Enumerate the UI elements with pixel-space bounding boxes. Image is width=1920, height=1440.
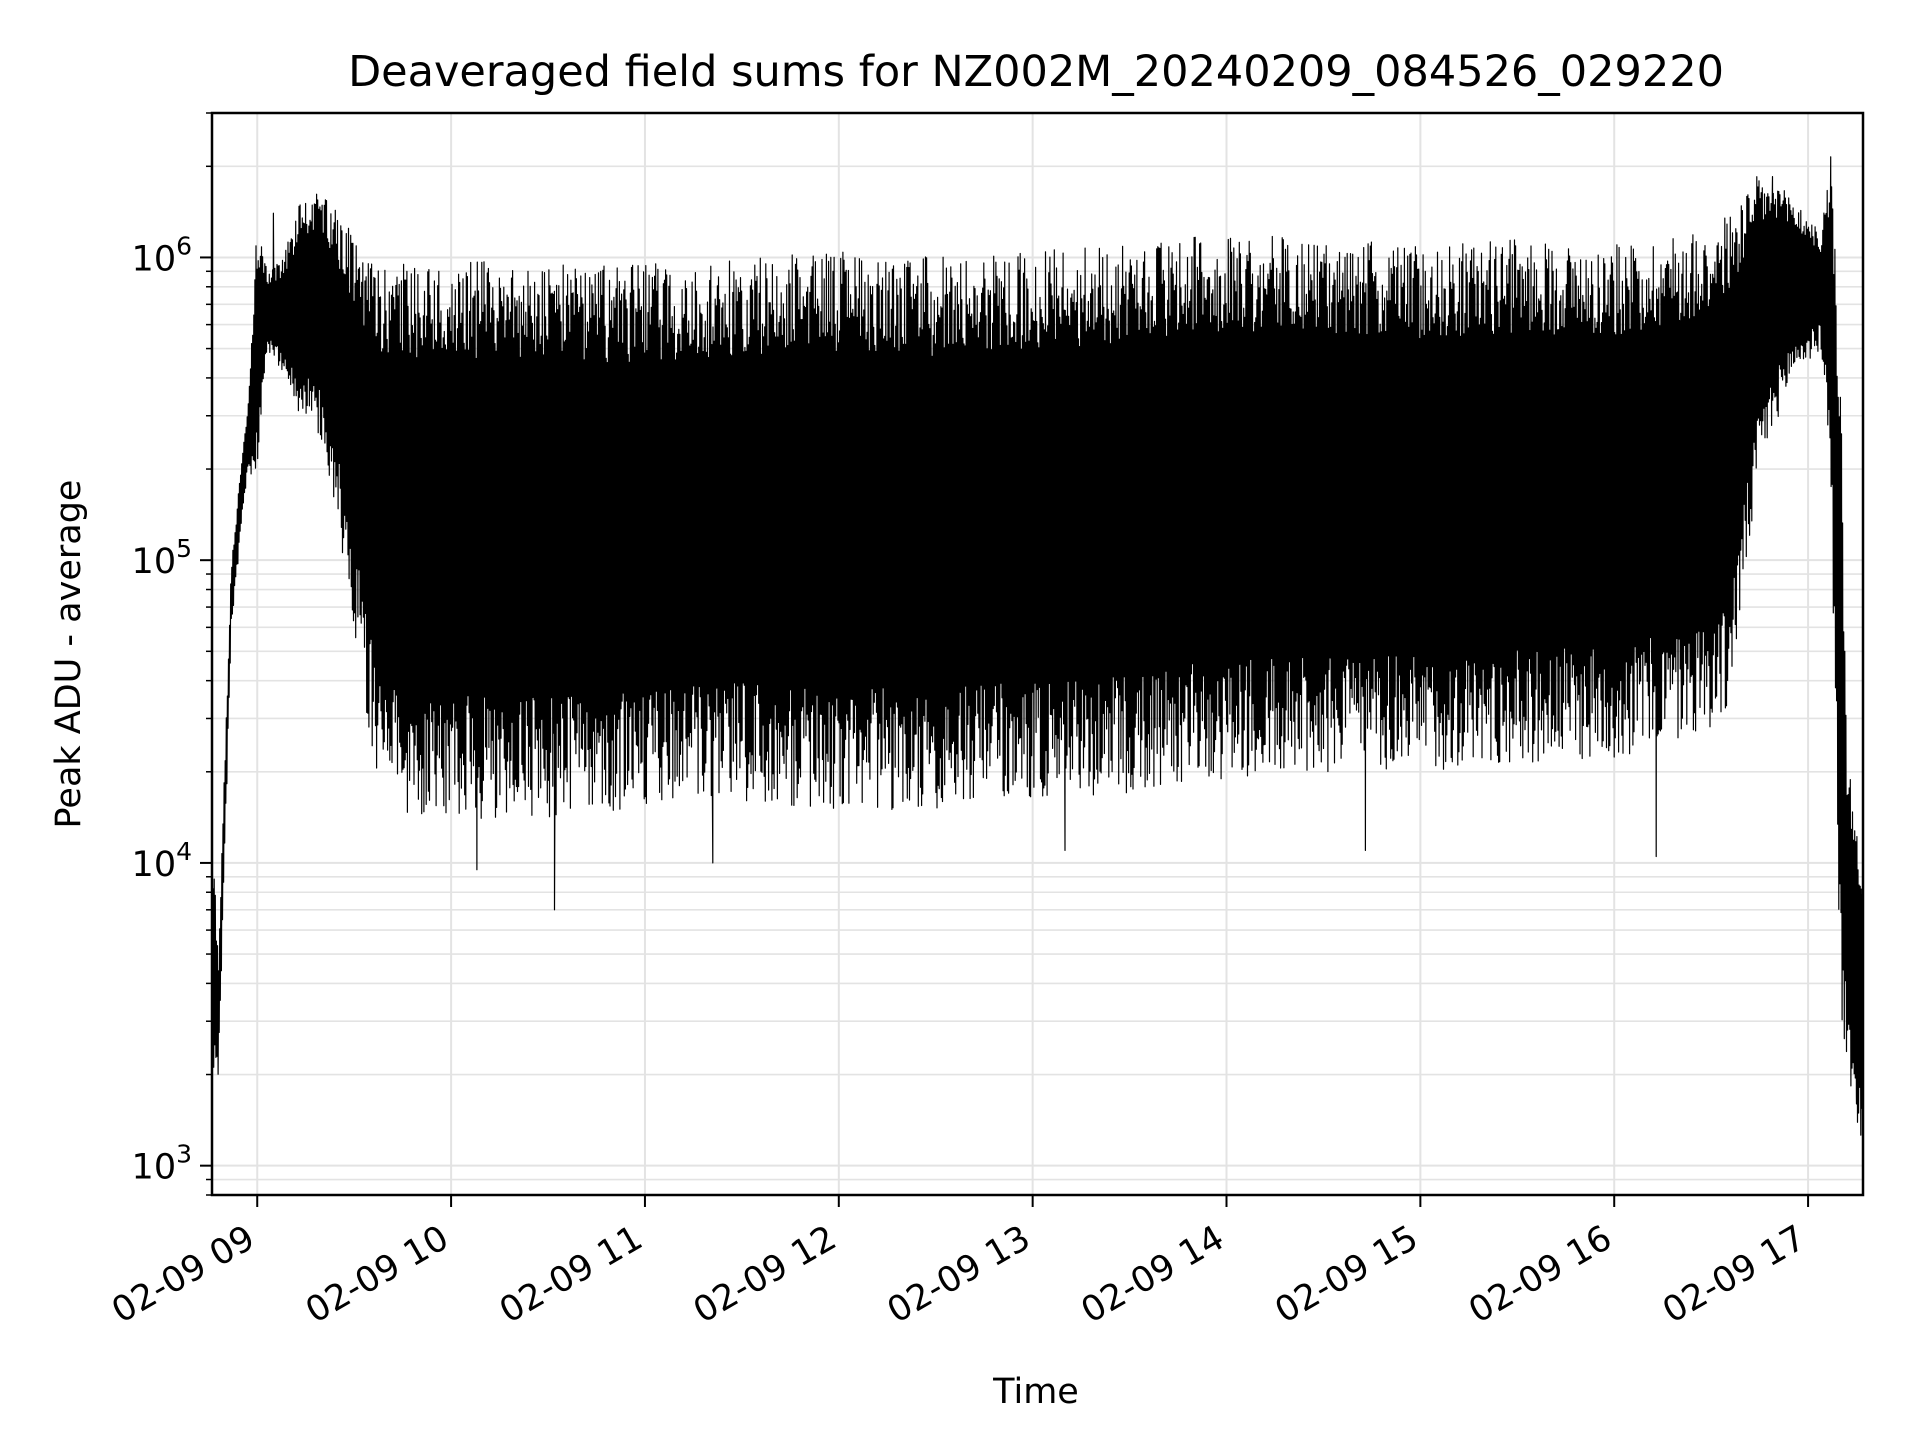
chart-title: Deaveraged field sums for NZ002M_2024020… — [348, 47, 1724, 97]
y-tick-label: 103 — [132, 1140, 192, 1188]
y-tick-label: 104 — [132, 837, 192, 885]
plot-frame — [210, 111, 1865, 1197]
data-layer — [211, 156, 1864, 1154]
y-tick-label: 105 — [132, 534, 192, 582]
y-axis-label: Peak ADU - average — [49, 480, 89, 829]
y-tick-label: 106 — [132, 231, 192, 279]
series-line — [211, 156, 1864, 1154]
x-axis-label: Time — [992, 1372, 1079, 1412]
